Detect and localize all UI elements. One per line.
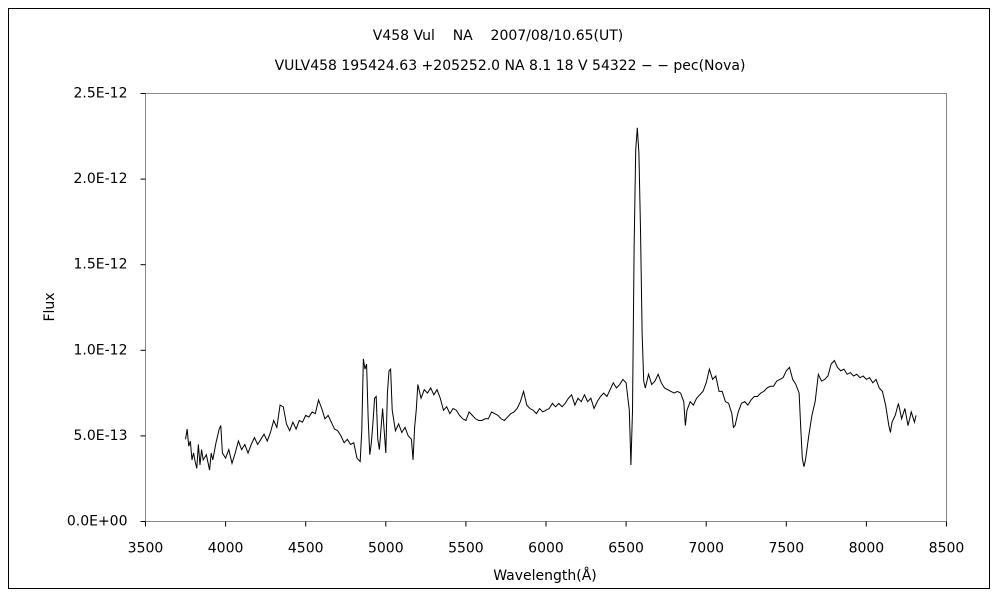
x-tick-label: 3500	[128, 541, 164, 557]
x-tick-label: 6500	[608, 541, 644, 557]
y-tick-label: 2.5E-12	[74, 86, 128, 102]
y-tick-label: 0.0E+00	[67, 514, 128, 530]
y-axis-label: Flux	[42, 292, 58, 321]
chart-subtitle: VULV458 195424.63 +205252.0 NA 8.1 18 V …	[275, 58, 746, 74]
y-tick-label: 1.5E-12	[74, 257, 128, 273]
x-tick-label: 7500	[768, 541, 804, 557]
plot-area	[145, 93, 947, 522]
x-tick-label: 4000	[208, 541, 244, 557]
x-tick-label: 8500	[929, 541, 965, 557]
y-tick-label: 1.0E-12	[74, 342, 128, 358]
y-tick-label: 2.0E-12	[74, 171, 128, 187]
x-axis-label: Wavelength(Å)	[493, 567, 597, 584]
chart-title: V458 Vul NA 2007/08/10.65(UT)	[373, 28, 623, 44]
x-tick-label: 7000	[688, 541, 724, 557]
x-tick-label: 5500	[448, 541, 484, 557]
spectrum-line	[185, 127, 917, 471]
x-tick-label: 6000	[528, 541, 564, 557]
x-tick-label: 8000	[849, 541, 885, 557]
x-tick-label: 4500	[288, 541, 324, 557]
y-tick-label: 5.0E-13	[74, 428, 128, 444]
x-tick-label: 5000	[368, 541, 404, 557]
